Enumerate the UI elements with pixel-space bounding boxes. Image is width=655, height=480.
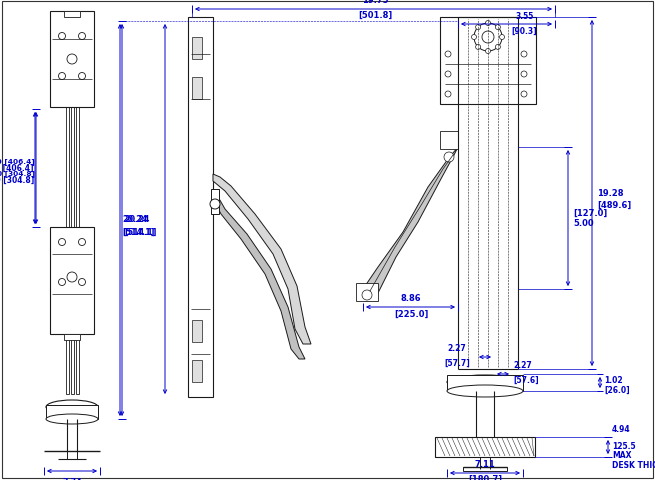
Bar xyxy=(71,22,73,394)
Text: MAX 16.00 [406.4]: MAX 16.00 [406.4] xyxy=(0,163,34,172)
PathPatch shape xyxy=(363,148,458,298)
Bar xyxy=(440,18,536,105)
Text: 20.24: 20.24 xyxy=(124,215,149,224)
Bar xyxy=(50,228,94,334)
Bar xyxy=(356,283,378,301)
Text: MAX
DESK THICKNESS: MAX DESK THICKNESS xyxy=(612,450,655,469)
Circle shape xyxy=(485,22,491,26)
Text: 19.75: 19.75 xyxy=(362,0,388,5)
Circle shape xyxy=(476,45,481,50)
Text: 3.55: 3.55 xyxy=(515,12,534,21)
Bar xyxy=(75,22,79,394)
Circle shape xyxy=(210,200,220,210)
Ellipse shape xyxy=(447,375,523,389)
Circle shape xyxy=(58,34,66,40)
Bar xyxy=(64,334,80,340)
Circle shape xyxy=(472,36,476,40)
Bar xyxy=(64,12,80,18)
Circle shape xyxy=(79,73,86,80)
Text: [489.6]: [489.6] xyxy=(597,200,631,209)
Circle shape xyxy=(444,153,454,163)
Circle shape xyxy=(67,55,77,65)
Bar xyxy=(66,22,69,394)
Bar xyxy=(435,437,535,457)
Text: [514.1]: [514.1] xyxy=(122,227,155,236)
Text: MIN 12.00 [304.8]: MIN 12.00 [304.8] xyxy=(0,175,34,184)
Text: MIN 12.00 [304.8]: MIN 12.00 [304.8] xyxy=(0,170,35,177)
Text: [26.0]: [26.0] xyxy=(604,384,629,394)
Bar xyxy=(447,375,523,391)
Circle shape xyxy=(521,92,527,98)
Bar xyxy=(192,320,202,342)
Bar xyxy=(192,78,202,100)
PathPatch shape xyxy=(213,175,311,344)
Circle shape xyxy=(495,45,500,50)
Text: 7.11: 7.11 xyxy=(475,459,495,468)
Ellipse shape xyxy=(447,385,523,397)
Circle shape xyxy=(362,290,372,300)
Text: 19.28: 19.28 xyxy=(597,189,624,198)
Text: [57.7]: [57.7] xyxy=(444,358,470,367)
Ellipse shape xyxy=(46,400,98,414)
Bar xyxy=(211,190,219,215)
FancyBboxPatch shape xyxy=(50,12,94,108)
Text: [127.0]: [127.0] xyxy=(573,208,607,217)
Bar xyxy=(188,18,213,397)
Text: 2.27: 2.27 xyxy=(513,360,532,369)
Circle shape xyxy=(495,25,500,31)
Circle shape xyxy=(474,24,502,52)
Text: 8.86: 8.86 xyxy=(401,293,421,302)
Circle shape xyxy=(79,279,86,286)
Bar xyxy=(192,38,202,60)
Circle shape xyxy=(485,49,491,54)
Text: 4.94: 4.94 xyxy=(612,424,631,433)
Bar xyxy=(46,405,98,419)
Circle shape xyxy=(58,279,66,286)
Bar xyxy=(440,132,458,150)
Text: [180.7]: [180.7] xyxy=(468,474,502,480)
Text: 1.02: 1.02 xyxy=(604,376,623,384)
Circle shape xyxy=(445,92,451,98)
Circle shape xyxy=(445,52,451,58)
Text: 5.00: 5.00 xyxy=(573,218,593,227)
Circle shape xyxy=(58,239,66,246)
Text: [501.8]: [501.8] xyxy=(358,11,392,20)
Circle shape xyxy=(482,32,494,44)
Circle shape xyxy=(500,36,504,40)
Text: 20.24: 20.24 xyxy=(122,215,147,224)
Ellipse shape xyxy=(46,414,98,424)
Circle shape xyxy=(445,72,451,78)
Circle shape xyxy=(79,239,86,246)
Text: [225.0]: [225.0] xyxy=(394,309,428,318)
Circle shape xyxy=(521,52,527,58)
Circle shape xyxy=(476,25,481,31)
Circle shape xyxy=(67,273,77,282)
Text: 7.74: 7.74 xyxy=(62,477,82,480)
Circle shape xyxy=(58,73,66,80)
Bar xyxy=(192,360,202,382)
Circle shape xyxy=(79,34,86,40)
Bar xyxy=(463,467,507,471)
Text: MAX 16.00 [406.4]: MAX 16.00 [406.4] xyxy=(0,158,35,165)
PathPatch shape xyxy=(213,192,305,359)
Text: 2.27: 2.27 xyxy=(447,343,466,352)
Text: [90.3]: [90.3] xyxy=(512,27,537,36)
Circle shape xyxy=(521,72,527,78)
Text: 125.5: 125.5 xyxy=(612,441,635,450)
Text: [57.6]: [57.6] xyxy=(513,375,538,384)
Text: [514.1]: [514.1] xyxy=(124,227,157,236)
